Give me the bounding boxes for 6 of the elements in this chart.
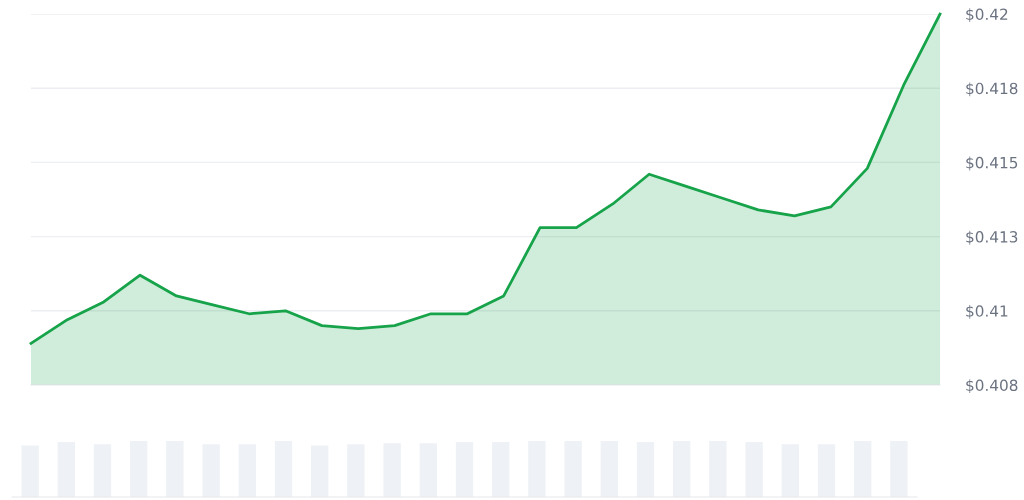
- y-tick-label: $0.41: [966, 305, 1008, 319]
- y-tick-label: $0.415: [966, 156, 1018, 171]
- y-tick-label: $0.418: [966, 82, 1018, 97]
- y-tick-label: $0.408: [966, 379, 1018, 394]
- y-tick-label: $0.413: [966, 230, 1018, 245]
- y-tick-label: $0.42: [966, 8, 1008, 23]
